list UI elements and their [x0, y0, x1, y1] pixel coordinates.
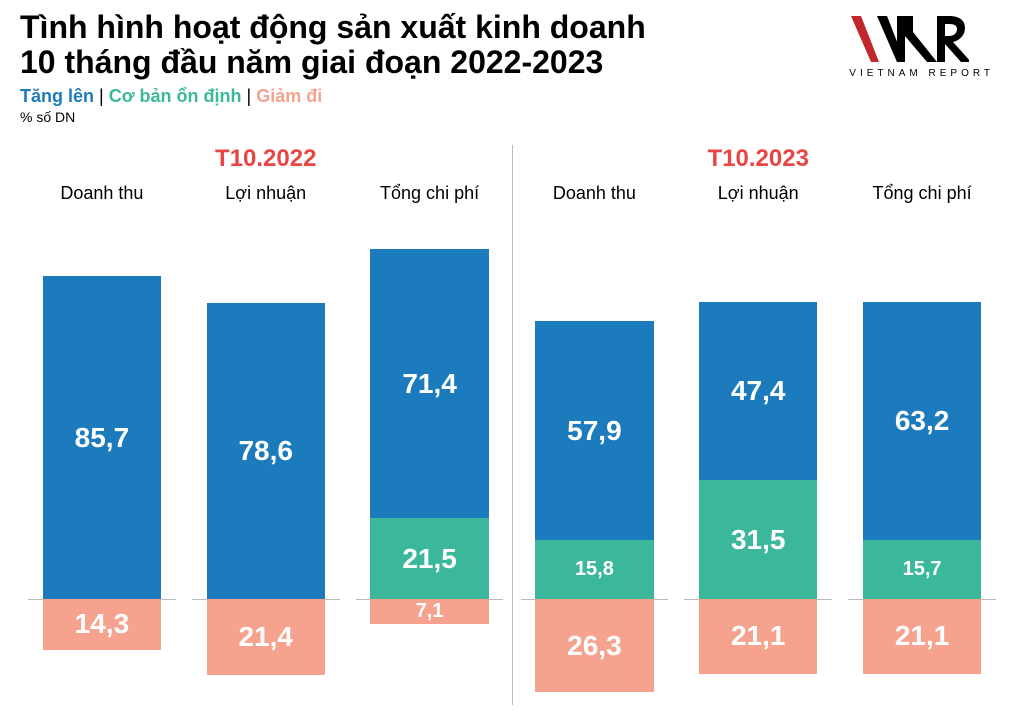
segment-increase: 63,2 — [863, 302, 981, 540]
bar-down: 7,1 — [370, 599, 488, 624]
logo-caption: VIETNAM REPORT — [849, 68, 994, 79]
bar-group: Tổng chi phí 63,215,721,1 — [840, 183, 1004, 705]
title-block: Tình hình hoạt động sản xuất kinh doanh … — [20, 10, 849, 125]
title-line-2: 10 tháng đầu năm giai đoạn 2022-2023 — [20, 44, 603, 80]
legend-stable: Cơ bản ổn định — [109, 86, 242, 106]
legend-separator: | — [247, 86, 257, 106]
panel-groups: Doanh thu57,915,826,3Lợi nhuận47,431,521… — [513, 183, 1005, 705]
group-label: Lợi nhuận — [225, 183, 306, 204]
panel-title: T10.2023 — [513, 145, 1005, 173]
bar-up: 78,6 — [207, 303, 325, 599]
legend-decrease: Giảm đi — [256, 86, 322, 106]
bar-up: 85,7 — [43, 276, 161, 599]
chart-title: Tình hình hoạt động sản xuất kinh doanh … — [20, 10, 849, 80]
segment-decrease: 21,1 — [699, 599, 817, 674]
panel-groups: Doanh thu85,714,3Lợi nhuận78,621,4Tổng c… — [20, 183, 512, 705]
legend-increase: Tăng lên — [20, 86, 94, 106]
segment-stable: 31,5 — [699, 480, 817, 599]
segment-decrease: 21,4 — [207, 599, 325, 675]
chart-panels: T10.2022Doanh thu85,714,3Lợi nhuận78,621… — [20, 145, 1004, 705]
segment-increase: 71,4 — [370, 249, 488, 518]
bar-area: 78,621,4 — [192, 222, 340, 705]
legend-separator: | — [99, 86, 109, 106]
bar-group: Doanh thu 57,915,826,3 — [513, 183, 677, 705]
header: Tình hình hoạt động sản xuất kinh doanh … — [0, 0, 1024, 125]
bar-area: 85,714,3 — [28, 222, 176, 705]
segment-decrease: 21,1 — [863, 599, 981, 674]
segment-increase: 47,4 — [699, 302, 817, 481]
bar-group: Tổng chi phí 71,421,57,1 — [348, 183, 512, 705]
subtitle: % số DN — [20, 109, 849, 125]
group-label: Doanh thu — [60, 183, 143, 204]
bar-area: 57,915,826,3 — [521, 222, 669, 705]
segment-decrease: 26,3 — [535, 599, 653, 692]
chart-panel: T10.2023 Doanh thu 57,915,826,3 Lợi nhuận 47… — [513, 145, 1005, 705]
segment-stable: 15,7 — [863, 540, 981, 599]
segment-stable: 21,5 — [370, 518, 488, 599]
bar-down: 21,4 — [207, 599, 325, 675]
segment-increase: 78,6 — [207, 303, 325, 599]
group-label: Doanh thu — [553, 183, 636, 204]
bar-down: 26,3 — [535, 599, 653, 692]
bar-area: 63,215,721,1 — [848, 222, 996, 705]
chart-area: T10.2022Doanh thu85,714,3Lợi nhuận78,621… — [20, 145, 1004, 705]
segment-increase: 57,9 — [535, 321, 653, 539]
bar-group: Lợi nhuận 47,431,521,1 — [676, 183, 840, 705]
bar-up: 71,421,5 — [370, 249, 488, 599]
title-line-1: Tình hình hoạt động sản xuất kinh doanh — [20, 9, 646, 45]
bar-area: 47,431,521,1 — [684, 222, 832, 705]
segment-increase: 85,7 — [43, 276, 161, 599]
bar-area: 71,421,57,1 — [356, 222, 504, 705]
bar-group: Doanh thu 85,714,3 — [20, 183, 184, 705]
bar-down: 21,1 — [699, 599, 817, 674]
panel-title: T10.2022 — [20, 145, 512, 173]
segment-decrease: 14,3 — [43, 599, 161, 650]
bar-up: 63,215,7 — [863, 302, 981, 599]
bar-up: 57,915,8 — [535, 321, 653, 599]
bar-down: 14,3 — [43, 599, 161, 650]
bar-down: 21,1 — [863, 599, 981, 674]
group-label: Tổng chi phí — [873, 183, 972, 204]
logo: VIETNAM REPORT — [849, 10, 994, 79]
bar-group: Lợi nhuận 78,621,4 — [184, 183, 348, 705]
segment-decrease: 7,1 — [370, 599, 488, 624]
vnr-logo-icon — [849, 14, 969, 66]
bar-up: 47,431,5 — [699, 302, 817, 599]
group-label: Lợi nhuận — [718, 183, 799, 204]
group-label: Tổng chi phí — [380, 183, 479, 204]
chart-panel: T10.2022Doanh thu85,714,3Lợi nhuận78,621… — [20, 145, 513, 705]
legend: Tăng lên | Cơ bản ổn định | Giảm đi — [20, 86, 849, 107]
segment-stable: 15,8 — [535, 540, 653, 600]
